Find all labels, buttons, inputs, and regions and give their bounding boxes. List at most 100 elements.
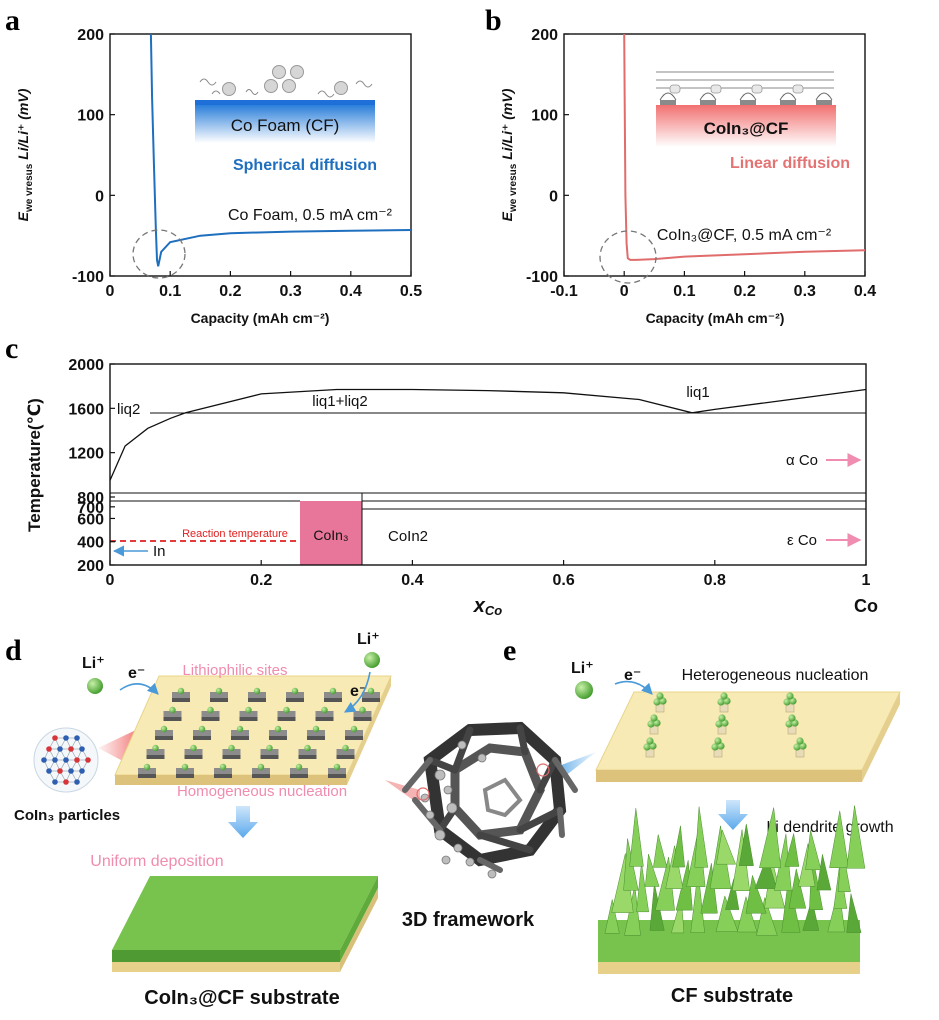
lithiophilic-site-side: [345, 733, 363, 740]
lithiophilic-site-side: [336, 752, 355, 759]
nucleation-seed: [787, 725, 797, 735]
plot-c: 0 0.2 0.4 0.6 0.8 120040060070080012001600200…: [25, 357, 878, 618]
lithiophilic-site: [138, 768, 156, 774]
lithiophilic-site-side: [328, 771, 346, 778]
dendrite-spike: [716, 828, 736, 865]
nucleation-seed: [645, 748, 655, 758]
li-cluster: [718, 714, 726, 722]
coin3-particles-label: CoIn₃ particles: [14, 807, 120, 824]
lithiophilic-site-side: [307, 733, 325, 740]
dendrite-spike: [725, 878, 740, 910]
panel-d-li-plus-1: Li⁺: [82, 655, 105, 672]
nucleation-seed: [655, 703, 665, 713]
li-ion: [282, 79, 296, 93]
region-liq1-liq2: liq1+liq2: [312, 393, 367, 410]
uniform-plate-green-front: [112, 950, 340, 962]
li-nucleus: [177, 687, 185, 695]
li-ion: [264, 79, 278, 93]
cf-plate-side: [862, 692, 900, 782]
plot-c-ylabel: Temperature(℃): [25, 398, 44, 532]
li-nucleus: [333, 763, 341, 771]
lithiophilic-site: [336, 749, 355, 755]
li-nucleus: [283, 706, 290, 714]
plot-c-xlabel: xCo: [473, 595, 503, 618]
panel-d-li-plus-2: Li⁺: [357, 631, 380, 648]
dendrite-spike: [788, 868, 807, 909]
dendrite-spike: [827, 886, 845, 933]
li-ion-ball-d2: [364, 652, 380, 668]
panel-label-b: b: [485, 4, 502, 37]
li-cluster: [786, 692, 794, 700]
lithiophilic-site-side: [239, 714, 258, 721]
lithiophilic-site: [155, 730, 173, 736]
plot-a-ylabel-sub: we vresus: [24, 163, 35, 213]
lithiophilic-site-side: [315, 714, 334, 721]
lithiophilic-site-side: [176, 771, 194, 778]
li-nucleus: [160, 725, 168, 733]
x-tick-label: 0.2: [733, 283, 755, 300]
nucleation-seed: [785, 703, 795, 713]
li-nucleus: [228, 744, 235, 752]
li-cluster: [656, 692, 664, 700]
li-nucleus: [291, 687, 299, 695]
lithiophilic-site: [269, 730, 287, 736]
lithiophilic-site-side: [286, 695, 304, 702]
framework-label: 3D framework: [402, 909, 535, 931]
li-ion-ball-d1: [87, 678, 103, 694]
li-nucleus: [152, 744, 159, 752]
x-tick-label: -0.1: [550, 283, 578, 300]
coin3-cf-label: CoIn₃@CF: [704, 119, 789, 138]
dendrite-spike: [738, 823, 754, 866]
panel-e-li-plus: Li⁺: [571, 660, 594, 677]
panel-label-d: d: [5, 634, 22, 667]
region-liq2: liq2: [117, 401, 140, 418]
lithiophilic-sites-label: Lithiophilic sites: [182, 662, 287, 679]
li-cluster: [653, 698, 661, 706]
dendrite-spike: [816, 854, 832, 891]
dendrite-spike: [754, 855, 778, 889]
li-nucleus: [304, 744, 311, 752]
li-ion-ball-e: [575, 681, 593, 699]
dendrite-spike: [715, 895, 739, 932]
lattice-atom: [68, 746, 74, 752]
uniform-deposition-label: Uniform deposition: [90, 853, 223, 870]
panel-d-e-minus-1: e⁻: [128, 665, 145, 682]
lithiophilic-site-side: [260, 752, 279, 759]
li-cluster: [796, 737, 804, 745]
li-nucleus: [367, 687, 375, 695]
lithiophilic-site: [193, 730, 211, 736]
lithiophilic-site-side: [222, 752, 241, 759]
plot-b-ticks: -0.1 0 0.1 0.2 0.3 0.4 -100 0 100 200: [526, 27, 876, 300]
y-tick-label: 800: [77, 490, 104, 507]
li-nucleus: [359, 706, 366, 714]
lithiophilic-site-side: [277, 714, 296, 721]
li-nucleus: [169, 706, 176, 714]
cf-plate-top: [595, 691, 901, 771]
li-nucleus: [236, 725, 244, 733]
panel-d-down-arrow: [228, 806, 258, 838]
y-tick-label: 400: [77, 535, 104, 552]
lattice-atom: [46, 768, 52, 774]
lithiophilic-site-side: [269, 733, 287, 740]
x-tick-label: 0.3: [794, 283, 816, 300]
li-ion: [334, 81, 348, 95]
y-tick-label: 1600: [68, 401, 104, 418]
li-ion: [272, 65, 286, 79]
lattice-atom: [63, 757, 69, 763]
uniform-plate-top: [112, 876, 378, 950]
uniform-plate-green-side: [340, 876, 378, 962]
li-cluster: [785, 720, 793, 728]
lithiophilic-site: [353, 711, 372, 717]
coin3-particle-lattice: [33, 727, 99, 793]
li-nucleus: [253, 687, 261, 695]
y-tick-label: 700: [77, 500, 104, 517]
nucleation-seed: [717, 725, 727, 735]
y-tick-label: -100: [526, 269, 558, 286]
dendrite-spike: [829, 810, 849, 868]
coin3-cf-substrate-label: CoIn₃@CF substrate: [144, 987, 339, 1009]
plot-b-ylabel-main: E: [499, 211, 515, 221]
nucleation-seed: [649, 725, 659, 735]
li-nucleus: [245, 706, 252, 714]
